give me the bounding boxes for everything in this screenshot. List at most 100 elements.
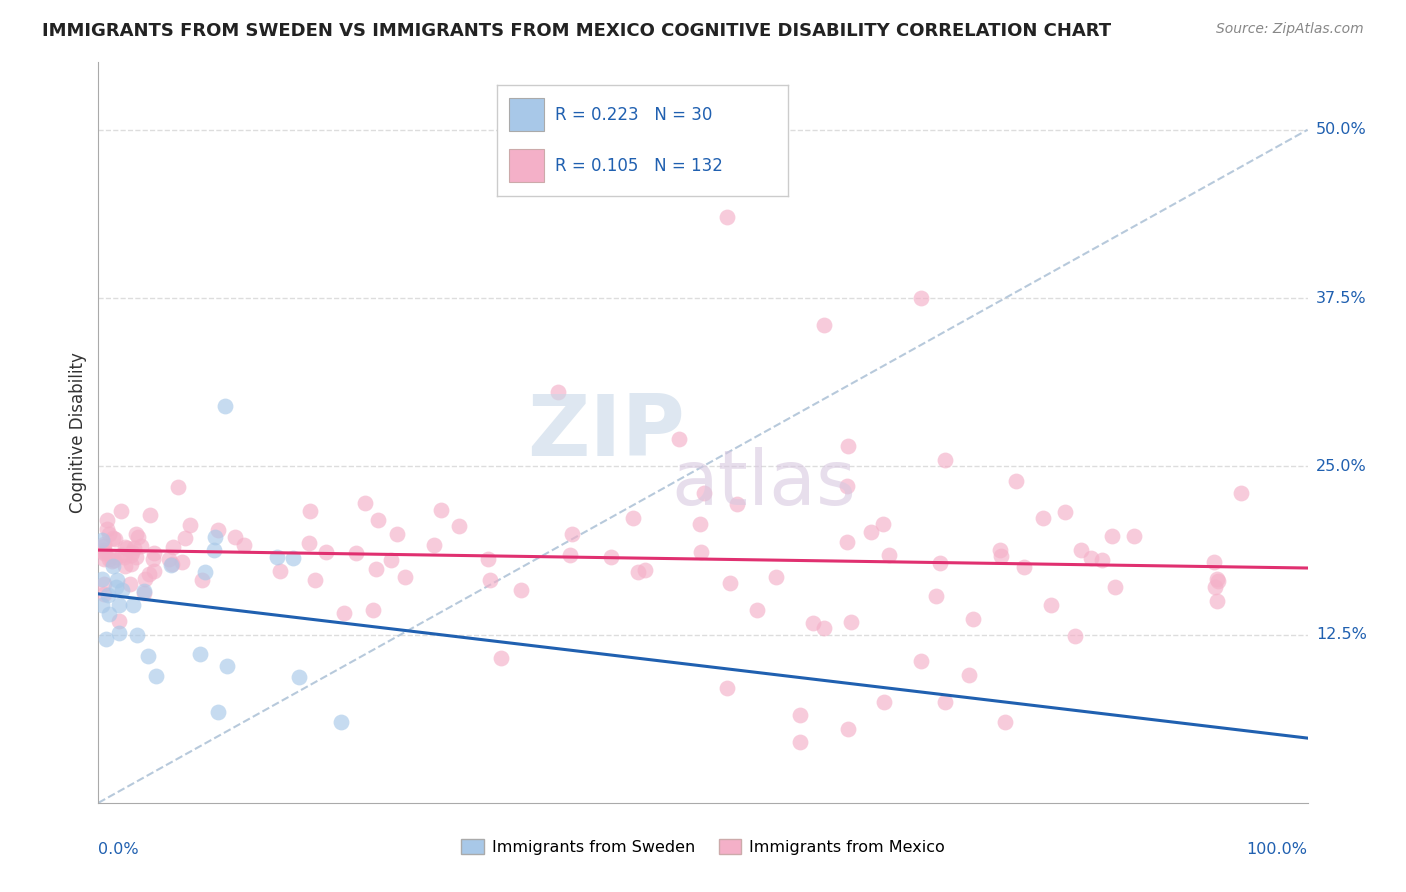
Point: [142, 552, 165, 566]
Text: 12.5%: 12.5%: [1316, 627, 1367, 642]
Point: [547, 385, 569, 400]
Point: [1230, 486, 1253, 500]
Point: [835, 534, 858, 549]
Point: [120, 557, 142, 571]
Point: [93, 543, 115, 558]
Point: [1063, 629, 1085, 643]
Point: [96, 522, 118, 536]
Point: [91, 572, 114, 586]
Point: [479, 573, 502, 587]
Point: [1054, 506, 1077, 520]
Text: 25.0%: 25.0%: [1316, 458, 1367, 474]
Point: [509, 582, 531, 597]
Point: [143, 546, 166, 560]
Point: [111, 582, 134, 597]
Point: [136, 648, 159, 663]
Point: [134, 583, 156, 598]
Point: [910, 655, 932, 669]
Point: [765, 570, 787, 584]
Point: [117, 541, 139, 556]
Point: [269, 564, 291, 578]
Text: 0.0%: 0.0%: [98, 842, 139, 856]
Point: [93, 587, 115, 601]
Point: [110, 503, 132, 517]
Point: [925, 589, 948, 603]
Point: [96, 513, 118, 527]
Point: [214, 399, 236, 413]
Point: [167, 480, 190, 494]
Y-axis label: Cognitive Disability: Cognitive Disability: [69, 352, 87, 513]
Point: [934, 695, 956, 709]
Point: [1091, 553, 1114, 567]
Point: [1070, 543, 1092, 558]
Point: [233, 538, 256, 552]
Text: 100.0%: 100.0%: [1247, 842, 1308, 856]
Point: [957, 668, 980, 682]
Point: [621, 511, 644, 525]
Point: [120, 548, 142, 562]
Point: [170, 556, 193, 570]
Point: [118, 576, 141, 591]
Point: [380, 553, 402, 567]
Point: [489, 650, 512, 665]
Point: [138, 567, 160, 582]
Point: [689, 517, 711, 532]
Point: [160, 558, 183, 573]
Text: 50.0%: 50.0%: [1316, 122, 1367, 137]
Point: [93, 539, 115, 553]
Point: [367, 513, 389, 527]
Point: [430, 503, 453, 517]
Point: [344, 545, 367, 559]
Point: [121, 544, 143, 558]
Point: [718, 576, 741, 591]
Point: [112, 550, 135, 565]
Point: [329, 714, 352, 729]
Point: [1204, 580, 1226, 594]
Point: [693, 485, 716, 500]
Point: [114, 540, 136, 554]
Point: [1040, 598, 1063, 612]
Point: [207, 705, 229, 719]
Point: [179, 518, 201, 533]
Point: [1032, 511, 1054, 525]
Point: [1101, 528, 1123, 542]
Point: [204, 530, 226, 544]
Point: [716, 681, 738, 696]
Point: [387, 527, 409, 541]
Point: [132, 586, 155, 600]
Point: [988, 543, 1011, 558]
Point: [361, 603, 384, 617]
Point: [298, 536, 321, 550]
Point: [207, 523, 229, 537]
Point: [104, 532, 127, 546]
Point: [100, 554, 122, 568]
Point: [91, 533, 114, 547]
Text: 37.5%: 37.5%: [1316, 291, 1367, 305]
Point: [929, 556, 952, 570]
Point: [145, 669, 167, 683]
Point: [813, 621, 835, 635]
Point: [689, 545, 711, 559]
Point: [1202, 555, 1225, 569]
Text: Source: ZipAtlas.com: Source: ZipAtlas.com: [1216, 22, 1364, 37]
Point: [558, 548, 581, 562]
Point: [837, 722, 859, 736]
Point: [134, 572, 156, 586]
Point: [725, 497, 748, 511]
Point: [188, 647, 211, 661]
Text: atlas: atlas: [671, 448, 856, 522]
Point: [477, 552, 499, 566]
Point: [162, 540, 184, 554]
Point: [283, 551, 305, 566]
Point: [561, 527, 583, 541]
Point: [962, 612, 984, 626]
Point: [224, 530, 246, 544]
Point: [93, 576, 115, 591]
Point: [104, 580, 127, 594]
Point: [217, 658, 239, 673]
Point: [1080, 550, 1102, 565]
Point: [104, 549, 127, 564]
Point: [1005, 475, 1028, 489]
Point: [121, 598, 143, 612]
Point: [745, 603, 768, 617]
